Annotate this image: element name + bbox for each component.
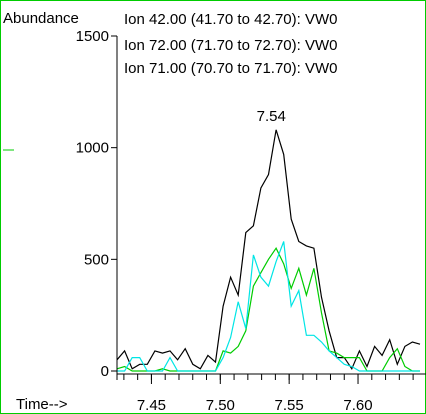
series-line-1 (116, 129, 421, 371)
peak-annotation-label: 7.54 (257, 108, 286, 125)
x-tick-label: 7.45 (137, 397, 166, 414)
legend-entry-3: Ion 71.00 (70.70 to 71.70): VW0 (124, 60, 337, 77)
y-axis-title: Abundance (3, 10, 79, 27)
y-tick-label: 500 (84, 251, 109, 268)
series-line-3 (117, 241, 420, 372)
x-tick-label: 7.60 (343, 397, 372, 414)
y-tick-label: 0 (101, 363, 109, 380)
y-tick-label: 1000 (76, 140, 109, 157)
axis-layer (116, 36, 426, 380)
x-tick-label: 7.50 (206, 397, 235, 414)
y-tick-label: 1500 (76, 28, 109, 45)
x-axis-title: Time--> (16, 396, 68, 413)
legend-entry-2: Ion 72.00 (71.70 to 72.70): VW0 (124, 37, 337, 54)
legend: Ion 42.00 (41.70 to 42.70): VW0 Ion 72.0… (124, 11, 337, 77)
x-tick-label: 7.55 (275, 397, 304, 414)
tick-layer: 7.45 7.50 7.55 7.60 0 500 1000 1500 (76, 28, 414, 414)
series-layer (116, 129, 421, 372)
legend-entry-1: Ion 42.00 (41.70 to 42.70): VW0 (124, 11, 337, 28)
